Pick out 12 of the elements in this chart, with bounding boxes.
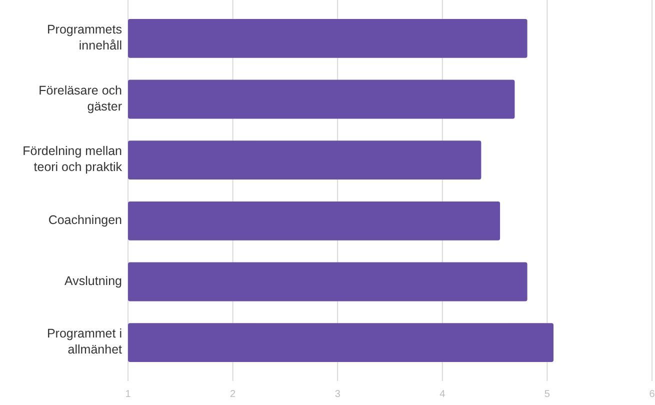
x-tick-label: 1 [125, 389, 132, 400]
y-tick-label: Programmet i allmänhet [46, 326, 123, 357]
x-tick-label: 2 [230, 389, 236, 400]
x-tick-label: 6 [649, 389, 655, 400]
y-tick-label: Föreläsare och gäster [38, 84, 122, 114]
y-tick-label: Fördelning mellan teori och praktik [22, 144, 123, 174]
x-tick-label: 3 [334, 389, 341, 400]
x-tick-label: 4 [440, 389, 446, 400]
y-tick-label: Programmets innehåll [46, 22, 122, 53]
y-tick-label: Coachningen [48, 213, 122, 228]
y-tick-label: Avslutning [64, 274, 122, 288]
x-tick-label: 5 [544, 389, 550, 400]
